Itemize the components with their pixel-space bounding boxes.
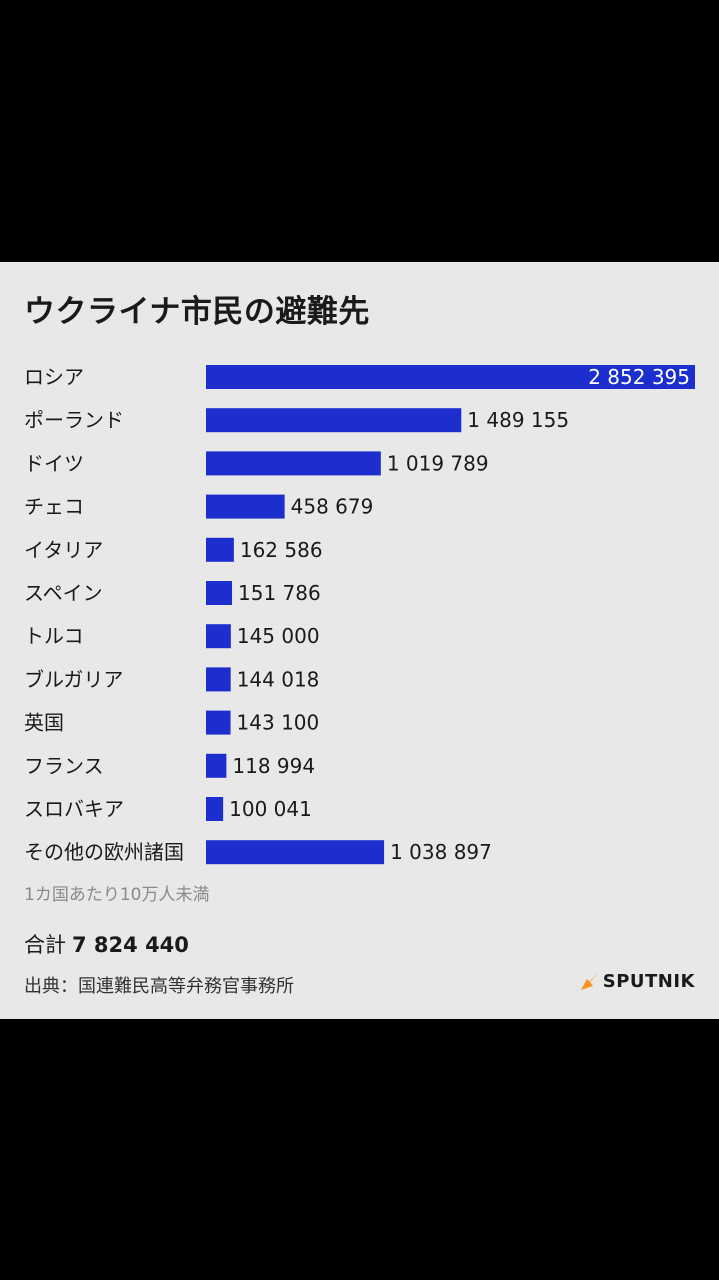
brand-logo: SPUTNIK	[579, 970, 695, 992]
sputnik-logo-icon	[580, 972, 599, 990]
bar	[206, 408, 462, 433]
value-label: 1 489 155	[467, 408, 569, 432]
value-label: 1 019 789	[387, 451, 489, 475]
category-label: ブルガリア	[24, 667, 123, 691]
bar	[206, 494, 285, 519]
bar	[206, 797, 224, 821]
bar	[206, 840, 385, 865]
value-label: 151 786	[238, 581, 321, 605]
category-label: その他の欧州諸国	[24, 840, 184, 864]
footnote: 1カ国あたり10万人未満	[24, 885, 210, 905]
category-label: スロバキア	[24, 797, 124, 821]
category-label: チェコ	[24, 495, 84, 519]
value-label: 118 994	[232, 754, 315, 778]
value-label: 144 018	[237, 667, 320, 691]
value-label: 143 100	[237, 711, 320, 735]
total-value: 7 824 440	[72, 933, 189, 957]
category-label: トルコ	[24, 624, 84, 648]
total-line: 合計 7 824 440	[24, 929, 189, 959]
bar	[206, 537, 234, 562]
category-label: ロシア	[24, 365, 84, 389]
value-label: 458 679	[291, 495, 374, 519]
total-label: 合計	[24, 933, 66, 957]
value-label: 145 000	[237, 624, 320, 648]
brand-name: SPUTNIK	[602, 970, 695, 992]
bar	[206, 581, 233, 605]
infographic-panel: ウクライナ市民の避難先 ロシア 2 852 395 ポーランド 1 489 155 ドイ…	[0, 262, 719, 1019]
category-label: ドイツ	[24, 451, 84, 475]
category-label: イタリア	[24, 538, 103, 562]
bar	[206, 365, 695, 389]
value-label: 162 586	[240, 538, 323, 562]
category-label: 英国	[24, 711, 64, 735]
bar	[206, 710, 231, 735]
bar	[206, 753, 227, 778]
value-label: 2 852 395	[588, 365, 690, 389]
bar-chart: ロシア 2 852 395 ポーランド 1 489 155 ドイツ 1 019 789 チェ…	[24, 365, 695, 865]
source-note: 出典：国連難民高等弁務官事務所	[24, 976, 294, 997]
category-label: スペイン	[24, 581, 103, 605]
bar	[206, 624, 231, 649]
bar	[206, 667, 231, 692]
value-label: 1 038 897	[390, 840, 492, 864]
value-label: 100 041	[229, 797, 312, 821]
chart-title: ウクライナ市民の避難先	[24, 294, 370, 330]
category-label: ポーランド	[24, 408, 124, 432]
bar	[206, 451, 381, 476]
category-label: フランス	[24, 754, 104, 778]
